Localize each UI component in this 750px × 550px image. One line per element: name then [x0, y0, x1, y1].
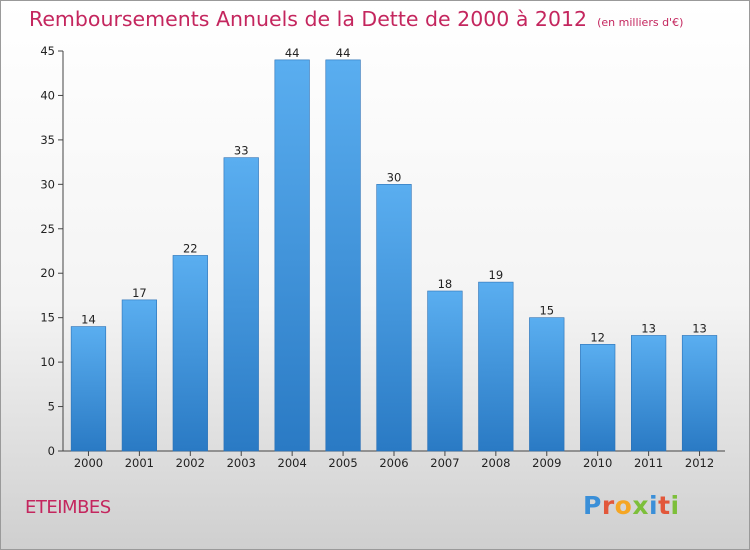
bar: [376, 184, 412, 452]
bar-value-label: 30: [387, 170, 402, 184]
proxiti-logo: Proxiti: [583, 491, 680, 520]
y-tick-label: 0: [48, 444, 55, 458]
y-tick-label: 45: [40, 44, 55, 58]
bar-value-label: 15: [539, 304, 554, 318]
x-tick-label: 2001: [125, 456, 154, 470]
y-tick-label: 40: [40, 88, 55, 102]
bar-value-label: 44: [336, 46, 351, 60]
bar: [631, 335, 667, 452]
x-tick-label: 2009: [532, 456, 561, 470]
bar: [325, 59, 361, 452]
bar: [478, 281, 514, 452]
bar-value-label: 19: [489, 268, 504, 282]
x-tick-label: 2000: [74, 456, 103, 470]
y-tick-label: 25: [40, 222, 55, 236]
bar: [580, 344, 616, 452]
commune-name: ETEIMBES: [25, 497, 111, 518]
x-tick-label: 2002: [176, 456, 205, 470]
x-tick-label: 2012: [685, 456, 714, 470]
bar: [274, 59, 310, 452]
y-tick-label: 20: [40, 266, 55, 280]
y-tick-label: 30: [40, 177, 55, 191]
chart-title-text: Remboursements Annuels de la Dette de 20…: [29, 7, 588, 31]
x-tick-label: 2004: [278, 456, 307, 470]
logo-letter: i: [670, 491, 680, 520]
bar-value-label: 44: [285, 46, 300, 60]
x-tick-label: 2005: [328, 456, 357, 470]
bar-value-label: 13: [692, 321, 707, 335]
bar: [121, 299, 157, 452]
bar-value-label: 17: [132, 286, 147, 300]
y-tick-label: 5: [48, 400, 55, 414]
bar-value-label: 12: [590, 330, 605, 344]
bar-value-label: 22: [183, 241, 198, 255]
chart-title: Remboursements Annuels de la Dette de 20…: [29, 7, 683, 31]
bar: [172, 255, 208, 452]
y-tick-label: 15: [40, 311, 55, 325]
chart-bars: [70, 59, 718, 452]
bar-value-label: 33: [234, 144, 249, 158]
logo-letter: x: [632, 491, 649, 520]
chart-labels: 14 17 22 33 44 44 30 18 19 15 12 13 13: [81, 46, 707, 344]
y-tick-label: 10: [40, 355, 55, 369]
x-tick-label: 2008: [481, 456, 510, 470]
logo-letter: r: [601, 491, 615, 520]
logo-letter: o: [614, 491, 633, 520]
chart-axes: 0 5 10 15 20 25 30 35 40 45 2000 2001 2002 2003 2004 20…: [40, 44, 725, 470]
chart-unit: (en milliers d'€): [597, 16, 684, 29]
bar-value-label: 18: [438, 277, 453, 291]
x-tick-label: 2011: [634, 456, 663, 470]
bar: [427, 290, 463, 452]
x-tick-label: 2006: [379, 456, 408, 470]
x-tick-label: 2007: [430, 456, 459, 470]
bar: [70, 326, 107, 452]
bar: [681, 335, 718, 452]
bar: [529, 317, 565, 452]
logo-letter: t: [658, 491, 671, 520]
bar-value-label: 13: [641, 321, 656, 335]
bar-value-label: 14: [81, 313, 96, 327]
logo-letter: P: [583, 491, 602, 520]
logo-letter: i: [649, 491, 659, 520]
x-tick-label: 2010: [583, 456, 612, 470]
y-tick-label: 35: [40, 133, 55, 147]
bar: [223, 157, 259, 452]
x-tick-label: 2003: [227, 456, 256, 470]
